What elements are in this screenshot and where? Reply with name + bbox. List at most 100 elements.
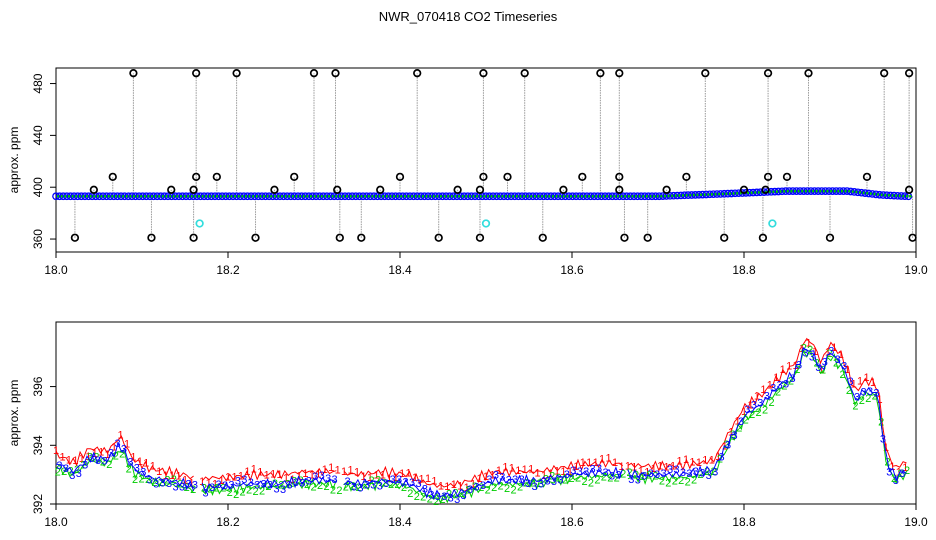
series-marker: 3 (886, 466, 892, 478)
series-marker: 1 (231, 471, 237, 483)
outlier-point (434, 233, 443, 242)
outlier-point (596, 69, 605, 78)
series-marker: 3 (203, 488, 209, 500)
series-line (55, 435, 194, 480)
y-tick-label: 392 (31, 494, 45, 514)
series-marker: 3 (461, 490, 467, 502)
series-marker: 1 (399, 468, 405, 480)
series-marker: 2 (478, 482, 484, 494)
series-marker: 3 (422, 484, 428, 496)
x-tick-label: 18.8 (732, 515, 756, 529)
series-marker: 1 (72, 455, 78, 467)
series-marker: 1 (509, 462, 515, 474)
series-marker: 2 (207, 484, 213, 496)
series-marker: 1 (199, 476, 205, 488)
series-marker: 1 (156, 466, 162, 478)
series-marker: 2 (807, 344, 813, 356)
series-marker: 3 (764, 391, 770, 403)
series-marker: 1 (348, 465, 354, 477)
series-marker: 3 (209, 482, 215, 494)
series-marker: 1 (580, 457, 586, 469)
series-marker: 3 (899, 468, 905, 480)
series-marker: 2 (581, 476, 587, 488)
baseline-point-inner (908, 194, 912, 198)
series-marker: 2 (420, 492, 426, 504)
outlier-point (251, 233, 260, 242)
series-marker: 2 (151, 477, 157, 489)
outlier-point (212, 172, 221, 181)
series-marker: 3 (602, 467, 608, 479)
series-marker: 3 (519, 474, 525, 486)
series-marker: 1 (257, 467, 263, 479)
series-marker: 3 (286, 480, 292, 492)
series-marker: 3 (215, 479, 221, 491)
x-tick-label: 18.2 (216, 515, 240, 529)
series-marker: 2 (427, 494, 433, 506)
series-marker: 3 (570, 465, 576, 477)
series-marker: 3 (248, 477, 254, 489)
series-marker: 2 (317, 480, 323, 492)
series-marker: 1 (380, 469, 386, 481)
series-marker: 2 (620, 469, 626, 481)
series-marker: 2 (491, 482, 497, 494)
series-marker: 3 (848, 376, 854, 388)
y-tick-label: 480 (31, 73, 45, 93)
series-marker: 3 (628, 474, 634, 486)
series-marker: 2 (794, 364, 800, 376)
series-marker: 3 (235, 475, 241, 487)
series-line (201, 477, 337, 496)
series-marker: 1 (818, 364, 824, 376)
series-marker: 3 (596, 463, 602, 475)
outlier-point (761, 185, 770, 194)
series-marker: 3 (880, 433, 886, 445)
series-marker: 2 (472, 481, 478, 493)
series-marker: 2 (394, 479, 400, 491)
series-marker: 1 (644, 467, 650, 479)
series-marker: 1 (786, 361, 792, 373)
series-marker: 2 (171, 474, 177, 486)
series-marker: 1 (169, 470, 175, 482)
series-marker: 2 (633, 470, 639, 482)
series-marker: 3 (583, 466, 589, 478)
series-marker: 2 (820, 364, 826, 376)
cyan-point (768, 219, 777, 228)
series-marker: 1 (264, 469, 270, 481)
series-marker: 3 (551, 476, 557, 488)
outlier-point (453, 185, 462, 194)
series-marker: 1 (902, 462, 908, 474)
series-marker: 1 (341, 466, 347, 478)
series-marker: 1 (412, 472, 418, 484)
outlier-point (357, 233, 366, 242)
series-marker: 2 (614, 473, 620, 485)
series-2: 2 2 2 2 22 2 2 22 222 2 2 2 2 2 2 2 2 2 2 2 2 2 2 2 2 2 2 2 2 2 2 2 2 2 2 2… (55, 343, 910, 509)
series-marker: 1 (496, 465, 502, 477)
series-marker: 2 (517, 481, 523, 493)
series-marker: 3 (192, 480, 198, 492)
series-marker: 2 (407, 488, 413, 500)
series-marker: 1 (225, 472, 231, 484)
series-marker: 3 (102, 455, 108, 467)
outlier-point (479, 172, 488, 181)
series-marker: 2 (388, 479, 394, 491)
y-axis-title: approx. ppm (7, 127, 21, 194)
y-tick-label: 396 (31, 376, 45, 396)
series-marker: 3 (166, 478, 172, 490)
outlier-point (620, 233, 629, 242)
series-marker: 3 (403, 476, 409, 488)
series-marker: 1 (53, 445, 59, 457)
series-marker: 1 (470, 479, 476, 491)
series-marker: 3 (744, 404, 750, 416)
outlier-point (559, 185, 568, 194)
series-marker: 3 (654, 469, 660, 481)
series-marker: 2 (265, 481, 271, 493)
series-marker: 1 (367, 472, 373, 484)
series-marker: 1 (799, 343, 805, 355)
series-marker: 1 (889, 461, 895, 473)
y-tick-label: 440 (31, 125, 45, 145)
series-marker: 3 (147, 475, 153, 487)
outlier-point (825, 233, 835, 242)
series-marker: 2 (68, 465, 74, 477)
series-marker: 2 (556, 473, 562, 485)
series-marker: 3 (790, 373, 796, 385)
series-marker: 3 (441, 491, 447, 503)
